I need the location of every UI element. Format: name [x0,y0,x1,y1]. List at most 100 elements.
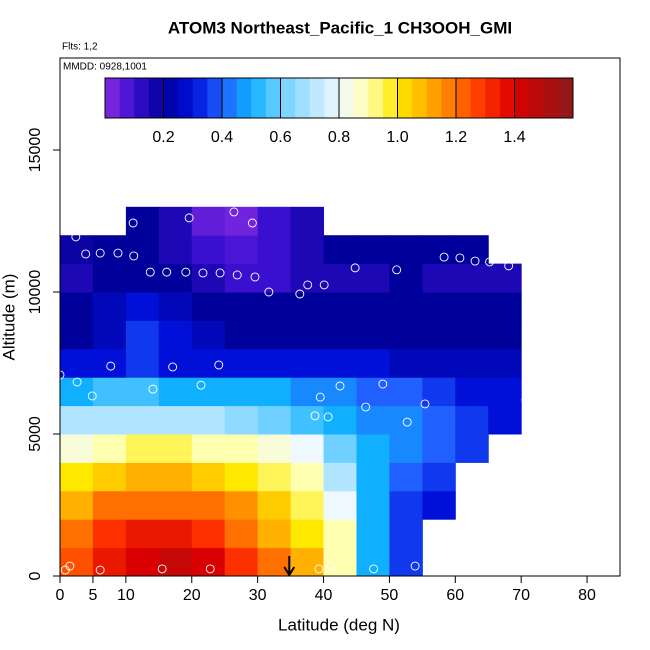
colorbar-swatch [558,78,574,118]
heat-cell [455,377,489,407]
heat-cell [60,405,94,435]
flight-point [214,360,224,370]
heat-cell [356,434,390,463]
heat-cell [455,405,489,435]
heat-cell [191,377,226,407]
flight-point [196,380,206,390]
heat-cell [356,320,390,350]
heat-cell [323,490,357,520]
heat-cell [356,405,390,435]
heat-cell [389,320,423,350]
heat-cell [191,206,226,236]
heat-cell [323,235,357,265]
heat-cell [60,462,94,492]
flight-point [95,565,105,575]
flight-point [184,213,194,223]
heat-cell [224,235,259,265]
x-tick-label: 80 [578,587,596,604]
heat-cell [92,519,127,549]
heat-cell [323,263,357,293]
heat-cell [455,434,489,463]
colorbar-tick-label: 0.8 [328,129,350,146]
heat-cell [191,547,226,577]
y-axis-label: Altitude (m) [0,274,18,361]
heat-cell [455,235,489,265]
heat-cell [356,490,390,520]
heat-cell [257,405,292,435]
heat-cell [191,405,226,435]
heat-cell [323,434,357,463]
heat-cell [290,405,325,435]
colorbar-swatch [529,78,545,118]
flight-point [106,361,116,371]
heat-cell [422,320,456,350]
heat-cell [422,405,456,435]
flight-point [326,561,336,571]
colorbar-swatch [441,78,457,118]
heat-cell [158,348,193,378]
heat-cell [389,348,423,378]
colorbar-swatch [397,78,413,118]
heat-cell [191,348,226,378]
flight-point [162,267,172,277]
heat-cell [389,263,423,293]
colorbar-swatch [543,78,559,118]
heat-cell [60,320,94,350]
heat-cell [125,235,160,265]
heat-cell [389,519,423,549]
flight-point [361,402,371,412]
flight-point [250,272,260,282]
heat-cell [455,348,489,378]
colorbar-tick-label: 1.0 [386,129,408,146]
colorbar-swatch [295,78,311,118]
colorbar-swatch [412,78,428,118]
heat-cell [158,519,193,549]
flight-point [410,561,420,571]
heat-cell [191,320,226,350]
colorbar-swatch [499,78,515,118]
arrow-head [283,566,296,577]
heat-cell [92,320,127,350]
heat-cell [290,547,325,577]
colorbar-swatch [353,78,369,118]
flight-point [145,267,155,277]
heat-cell [356,377,390,407]
heat-cell [92,405,127,435]
flight-point [229,207,239,217]
heat-cell [158,292,193,321]
heat-cell [60,519,94,549]
heat-cell [422,235,456,265]
heat-cell [356,547,390,577]
flight-point [521,395,531,405]
x-tick-label: 30 [249,587,267,604]
colorbar-tick-label: 0.4 [211,129,233,146]
heat-cell [257,263,292,293]
colorbar-swatch [236,78,252,118]
heat-cell [455,292,489,321]
colorbar-swatch [426,78,442,118]
heat-cell [356,292,390,321]
heat-cell [158,462,193,492]
heat-cell [290,377,325,407]
heat-cell [60,377,94,407]
heat-cell [191,434,226,463]
subtitle: Flts: 1,2 [62,42,98,53]
flight-point [504,261,514,271]
flight-point [205,564,215,574]
flight-point [378,379,388,389]
heat-cell [125,348,160,378]
heat-cell [323,348,357,378]
heat-cell [60,348,94,378]
flight-point [314,564,324,574]
colorbar-swatch [368,78,384,118]
heat-cell [60,490,94,520]
heat-cell [290,292,325,321]
heat-cell [224,490,259,520]
heat-cell [257,292,292,321]
heat-cell [389,547,423,577]
heat-cell [125,405,160,435]
heat-cell [92,434,127,463]
flight-point [319,280,329,290]
flight-point [181,267,191,277]
heat-cell [356,519,390,549]
